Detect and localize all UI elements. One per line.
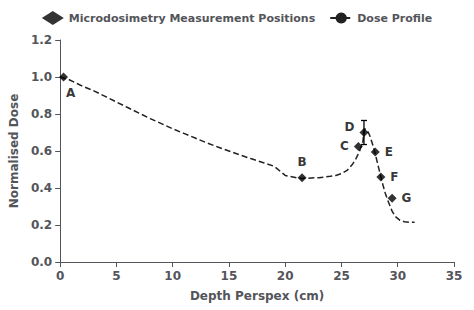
svg-text:10: 10 — [164, 269, 181, 283]
svg-text:0: 0 — [56, 269, 64, 283]
svg-text:35: 35 — [446, 269, 463, 283]
svg-text:0.6: 0.6 — [31, 144, 52, 158]
svg-text:1.0: 1.0 — [31, 70, 52, 84]
svg-text:Dose Profile: Dose Profile — [357, 12, 432, 25]
svg-text:Microdosimetry Measurement Pos: Microdosimetry Measurement Positions — [69, 12, 316, 25]
svg-text:Normalised Dose: Normalised Dose — [7, 94, 21, 209]
svg-text:A: A — [66, 86, 76, 100]
svg-text:Depth Perspex (cm): Depth Perspex (cm) — [190, 289, 324, 303]
svg-text:0.0: 0.0 — [31, 255, 52, 269]
svg-text:C: C — [340, 139, 349, 153]
svg-text:20: 20 — [277, 269, 294, 283]
svg-text:15: 15 — [221, 269, 238, 283]
svg-text:1.2: 1.2 — [31, 33, 52, 47]
svg-text:0.4: 0.4 — [31, 181, 52, 195]
svg-text:0.8: 0.8 — [31, 107, 52, 121]
svg-text:30: 30 — [389, 269, 406, 283]
svg-text:5: 5 — [112, 269, 120, 283]
svg-text:E: E — [385, 145, 393, 159]
svg-text:G: G — [402, 191, 412, 205]
svg-text:B: B — [298, 155, 307, 169]
svg-text:0.2: 0.2 — [31, 218, 52, 232]
svg-text:F: F — [390, 170, 398, 184]
svg-text:D: D — [345, 120, 355, 134]
svg-text:25: 25 — [333, 269, 350, 283]
